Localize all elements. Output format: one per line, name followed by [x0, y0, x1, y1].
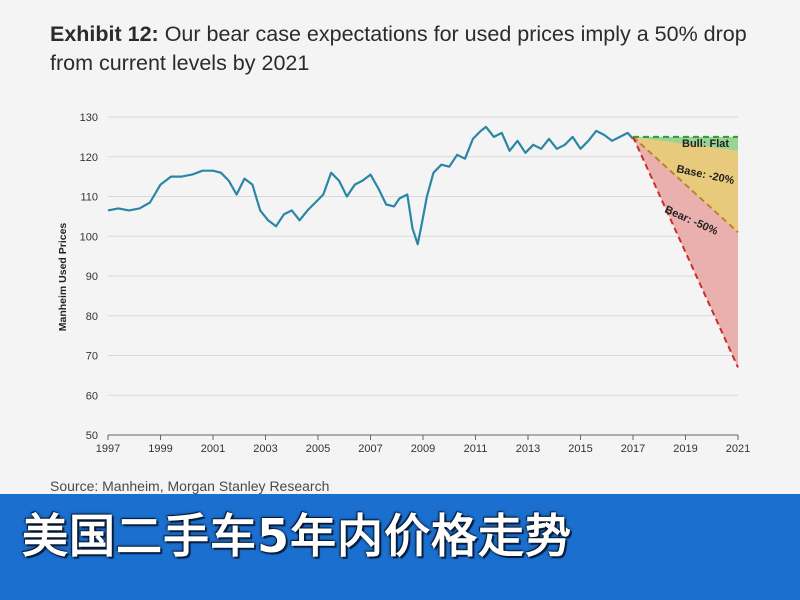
x-tick-label: 2015	[568, 443, 592, 455]
x-tick-label: 2017	[621, 443, 645, 455]
caption-banner-text: 美国二手车5年内价格走势	[22, 509, 573, 563]
x-tick-label: 2007	[358, 443, 382, 455]
y-axis-ticks: 50 60 70 80 90 100 110 120 130	[80, 112, 98, 442]
y-tick-label: 120	[80, 152, 98, 164]
y-tick-label: 60	[86, 390, 98, 402]
x-tick-label: 2021	[726, 443, 750, 455]
x-tick-label: 2013	[516, 443, 540, 455]
x-axis-ticks: 1997 1999 2001 2003 2005 2007 2009 2011 2013 2015…	[96, 435, 750, 455]
exhibit-label: Exhibit 12:	[50, 22, 159, 46]
bear-scenario-line	[632, 136, 739, 368]
scenario-lines	[632, 135, 739, 368]
y-axis-label: Manheim Used Prices	[57, 223, 69, 332]
scenario-label: Bull: Flat	[682, 138, 729, 150]
gridlines	[108, 116, 738, 436]
y-tick-label: 80	[86, 311, 98, 323]
series-line-manheim	[107, 125, 634, 246]
y-tick-label: 90	[86, 271, 98, 283]
x-tick-label: 2001	[201, 443, 225, 455]
x-tick-label: 1997	[96, 443, 120, 455]
y-tick-label: 50	[86, 430, 98, 442]
base-scenario-line	[632, 136, 739, 234]
exhibit-title: Exhibit 12: Our bear case expectations f…	[50, 20, 770, 78]
y-tick-label: 70	[86, 351, 98, 363]
x-tick-label: 1999	[148, 443, 172, 455]
x-tick-label: 2005	[306, 443, 330, 455]
y-tick-label: 110	[80, 192, 98, 204]
x-tick-label: 2011	[464, 443, 488, 455]
exhibit-title-text: Our bear case expectations for used pric…	[50, 22, 747, 75]
x-tick-label: 2003	[253, 443, 277, 455]
x-tick-label: 2009	[411, 443, 435, 455]
source-note: Source: Manheim, Morgan Stanley Research	[50, 478, 330, 494]
y-tick-label: 130	[80, 112, 98, 124]
x-tick-label: 2019	[673, 443, 697, 455]
y-tick-label: 100	[80, 231, 98, 243]
caption-banner	[0, 494, 800, 600]
